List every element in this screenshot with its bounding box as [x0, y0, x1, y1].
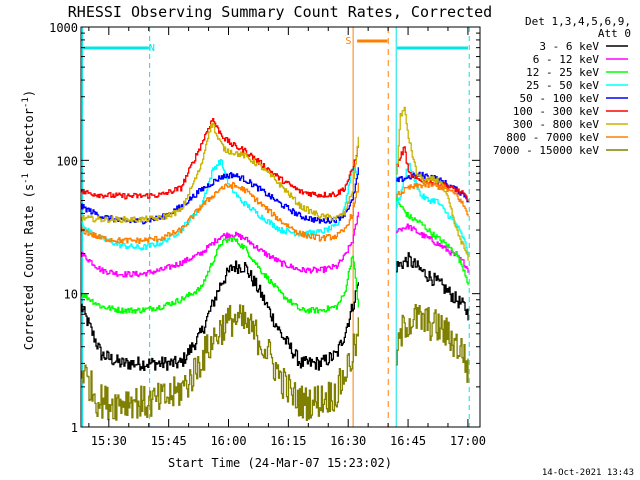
y-axis-label: Corrected Count Rate (s-1 detector-1) — [21, 90, 36, 350]
footer-timestamp: 14-Oct-2021 13:43 — [542, 468, 634, 478]
x-tick-label: 15:30 — [91, 434, 127, 448]
legend-label: 7000 - 15000 keV — [493, 144, 599, 157]
legend-label: 12 - 25 keV — [526, 66, 599, 79]
x-tick-label: 16:15 — [270, 434, 306, 448]
annotation-layer: NS — [83, 36, 469, 54]
series-line — [81, 181, 469, 244]
night-annotation-label: N — [149, 43, 155, 54]
x-tick-label: 17:00 — [450, 434, 486, 448]
reference-lines — [82, 27, 470, 427]
x-tick-label: 15:45 — [151, 434, 187, 448]
series-line — [81, 303, 469, 422]
legend-header-attenuator: Att 0 — [598, 27, 631, 40]
legend-label: 25 - 50 keV — [526, 79, 599, 92]
axes-layer: 1 10 100 1000 15:30 15:45 16:00 16:15 16:30 16:45… — [49, 21, 486, 448]
series-line — [81, 197, 469, 314]
series-line — [81, 118, 469, 201]
x-tick-label: 16:30 — [330, 434, 366, 448]
y-tick-label: 1 — [71, 421, 78, 435]
chart-title: RHESSI Observing Summary Count Rates, Co… — [68, 3, 492, 21]
legend-label: 800 - 7000 keV — [506, 131, 599, 144]
legend-label: 300 - 800 keV — [513, 118, 599, 131]
x-axis-label: Start Time (24-Mar-07 15:23:02) — [168, 456, 392, 470]
y-tick-label: 100 — [56, 154, 78, 168]
x-tick-label: 16:00 — [210, 434, 246, 448]
legend-label: 3 - 6 keV — [539, 40, 599, 53]
legend-label: 100 - 300 keV — [513, 105, 599, 118]
legend-header-detectors: Det 1,3,4,5,6,9, — [525, 15, 631, 28]
y-tick-label: 10 — [64, 288, 78, 302]
series-line — [81, 106, 469, 261]
saa-annotation-label: S — [345, 36, 351, 47]
x-tick-label: 16:45 — [390, 434, 426, 448]
legend-label: 6 - 12 keV — [533, 53, 600, 66]
legend-label: 50 - 100 keV — [520, 92, 600, 105]
plot-frame — [80, 26, 481, 428]
series-line — [81, 252, 469, 371]
y-tick-label: 1000 — [49, 21, 78, 35]
series-layer — [81, 106, 469, 422]
